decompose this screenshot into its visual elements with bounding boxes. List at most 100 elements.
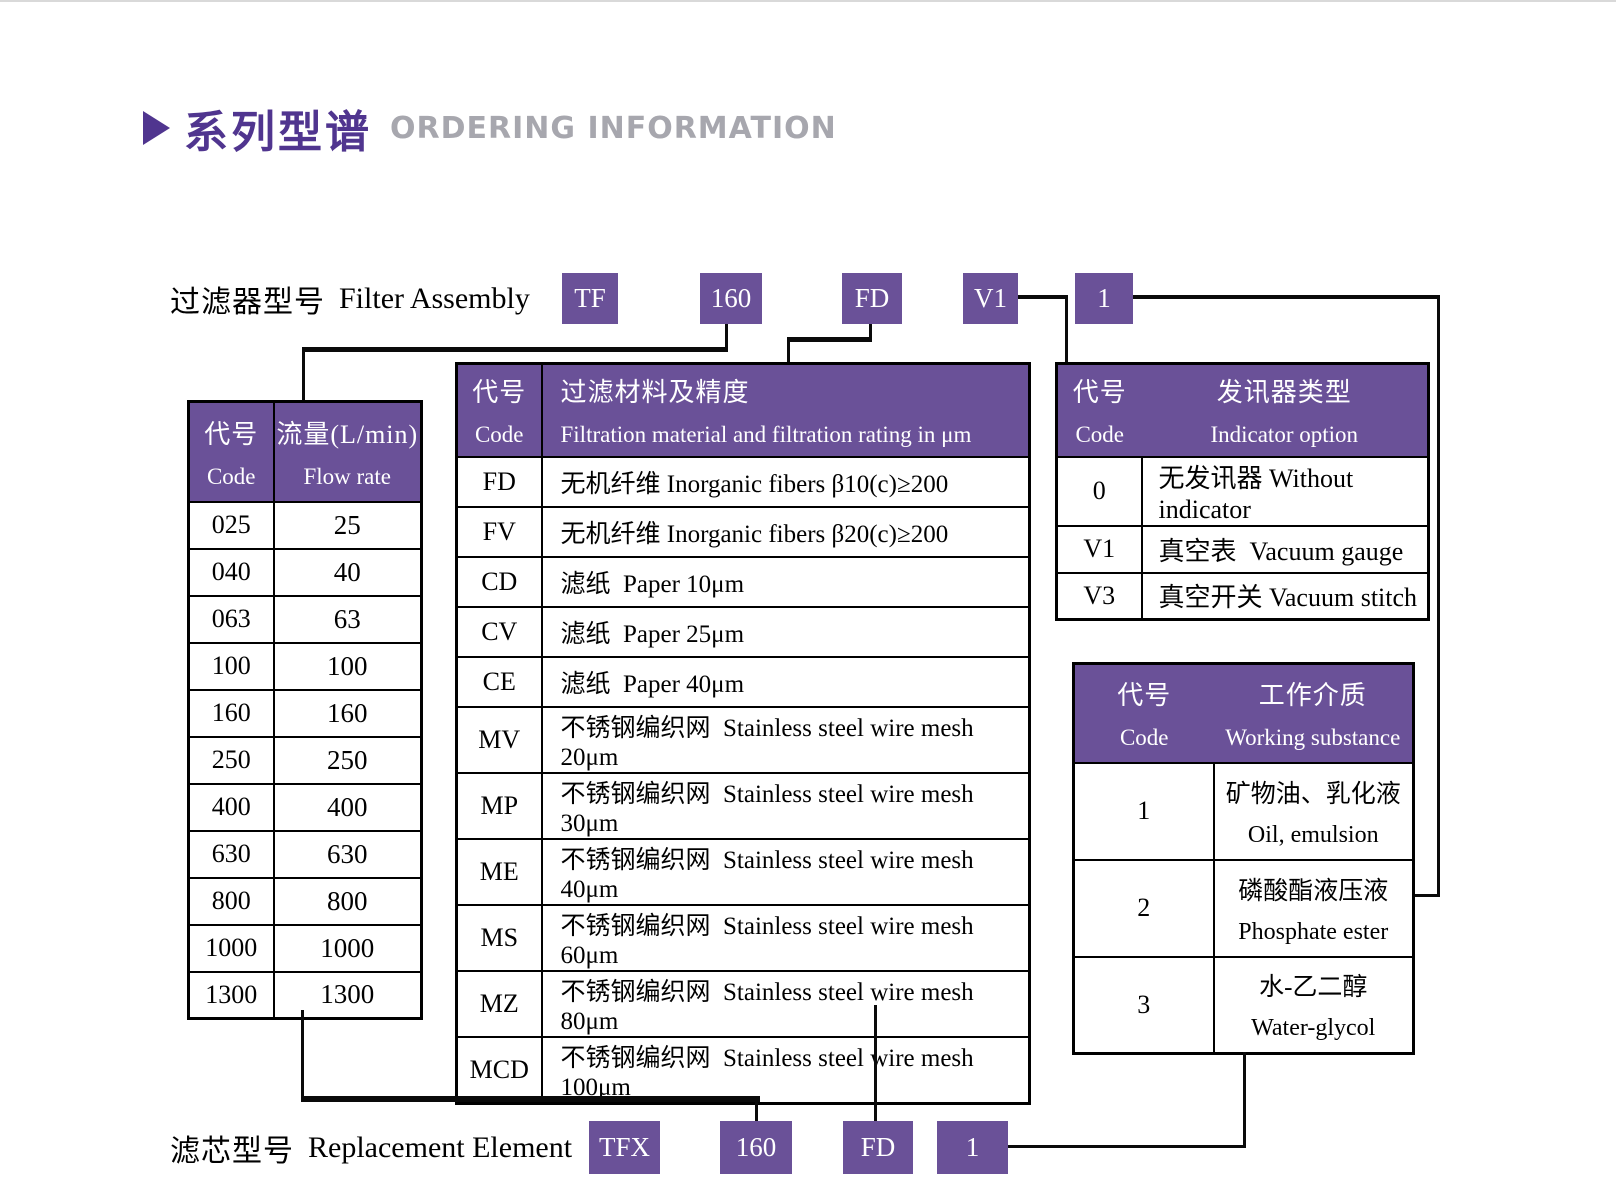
code-cell: FD [455, 455, 543, 508]
code-cell: CD [455, 555, 543, 608]
code-cell: 160 [187, 688, 275, 738]
connector-line [1412, 894, 1440, 897]
code-cell: 2 [1072, 858, 1215, 958]
code-cell: 3 [1072, 955, 1215, 1055]
table-row: 630 630 [187, 829, 423, 879]
arrow-right-icon [143, 111, 170, 145]
assembly-code-box-material: FD [842, 273, 902, 324]
title-english: ORDERING INFORMATION [390, 110, 837, 146]
table-row: CE 滤纸 Paper 40μm [455, 655, 1031, 708]
code-cell: 1300 [187, 970, 275, 1020]
code-cell: MP [455, 771, 543, 840]
value-cell: 真空表 Vacuum gauge [1140, 524, 1430, 574]
code-cell: 400 [187, 782, 275, 832]
title-chinese: 系列型谱 [184, 107, 372, 158]
code-cell: V1 [1055, 524, 1143, 574]
code-cell: 1 [1072, 761, 1215, 861]
value-cell: 水-乙二醇 Water-glycol [1212, 955, 1415, 1055]
connector-line [302, 347, 728, 352]
value-cell: 无机纤维 Inorganic fibers β20(c)≥200 [540, 505, 1031, 558]
table-row: 160 160 [187, 688, 423, 738]
value-cell: 不锈钢编织网 Stainless steel wire mesh 30μm [540, 771, 1031, 840]
replacement-element-label-zh: 滤芯型号 [170, 1134, 294, 1168]
value-cell: 滤纸 Paper 40μm [540, 655, 1031, 708]
code-cell: CV [455, 605, 543, 658]
replacement-code-box-material: FD [843, 1121, 913, 1174]
table-header-row: 代号 Code 流量(L/min) Flow rate [187, 400, 423, 503]
code-cell: MZ [455, 969, 543, 1038]
value-cell: 磷酸酯液压液 Phosphate ester [1212, 858, 1415, 958]
assembly-code-box-indicator: V1 [963, 273, 1018, 324]
code-cell: 630 [187, 829, 275, 879]
filter-assembly-label: 过滤器型号 Filter Assembly [170, 273, 530, 324]
code-cell: 1000 [187, 923, 275, 973]
indicator-option-table: 代号 Code 发讯器类型 Indicator option 0 无发讯器 Wit… [1055, 362, 1430, 621]
code-cell: ME [455, 837, 543, 906]
value-cell: 不锈钢编织网 Stainless steel wire mesh 60μm [540, 903, 1031, 972]
table-row: 1000 1000 [187, 923, 423, 973]
table-header-row: 代号 Code 发讯器类型 Indicator option [1056, 362, 1429, 458]
table-row: MCD 不锈钢编织网 Stainless steel wire mesh 100μ… [455, 1035, 1031, 1104]
replacement-element-label-en: Replacement Element [308, 1130, 573, 1164]
table-row: 063 63 [187, 594, 423, 644]
header-working-substance: 工作介质 Working substance [1213, 662, 1414, 764]
value-cell: 800 [272, 876, 423, 926]
table-row: 250 250 [187, 735, 423, 785]
value-cell: 滤纸 Paper 10μm [540, 555, 1031, 608]
replacement-element-label: 滤芯型号 Replacement Element [170, 1121, 572, 1174]
table-row: 0 无发讯器 Without indicator [1055, 455, 1430, 527]
value-cell: 真空开关 Vacuum stitch [1140, 571, 1430, 621]
header-indicator-option: 发讯器类型 Indicator option [1141, 362, 1429, 458]
table-row: ME 不锈钢编织网 Stainless steel wire mesh 40μm [455, 837, 1031, 906]
value-cell: 100 [272, 641, 423, 691]
code-cell: 040 [187, 547, 275, 597]
assembly-code-box-series: TF [562, 273, 618, 324]
connector-line [301, 1010, 304, 1100]
assembly-code-box-flow: 160 [700, 273, 762, 324]
connector-line [1437, 295, 1440, 897]
code-cell: V3 [1055, 571, 1143, 621]
table-row: 025 25 [187, 500, 423, 550]
connector-line [874, 1005, 877, 1121]
table-row: FV 无机纤维 Inorganic fibers β20(c)≥200 [455, 505, 1031, 558]
value-cell: 1000 [272, 923, 423, 973]
code-cell: 0 [1055, 455, 1143, 527]
connector-line [755, 1100, 758, 1121]
value-cell: 630 [272, 829, 423, 879]
value-cell: 1300 [272, 970, 423, 1020]
value-cell: 不锈钢编织网 Stainless steel wire mesh 100μm [540, 1035, 1031, 1104]
replacement-code-box-flow: 160 [720, 1121, 792, 1174]
page-title: 系列型谱 ORDERING INFORMATION [143, 96, 837, 160]
table-row: 1300 1300 [187, 970, 423, 1020]
header-flow-rate: 流量(L/min) Flow rate [272, 400, 423, 503]
header-code: 代号 Code [1056, 362, 1142, 458]
connector-line [301, 1096, 760, 1102]
connector-line [787, 340, 790, 362]
table-row: MS 不锈钢编织网 Stainless steel wire mesh 60μm [455, 903, 1031, 972]
filter-assembly-label-zh: 过滤器型号 [170, 285, 325, 319]
connector-line [787, 337, 872, 342]
value-cell: 不锈钢编织网 Stainless steel wire mesh 40μm [540, 837, 1031, 906]
table-row: 3 水-乙二醇 Water-glycol [1072, 955, 1415, 1055]
code-cell: 250 [187, 735, 275, 785]
header-code: 代号 Code [1073, 662, 1214, 764]
header-code: 代号 Code [455, 362, 543, 458]
table-row: MV 不锈钢编织网 Stainless steel wire mesh 20μm [455, 705, 1031, 774]
value-cell: 63 [272, 594, 423, 644]
value-cell: 160 [272, 688, 423, 738]
assembly-code-box-substance: 1 [1075, 273, 1133, 324]
table-row: V1 真空表 Vacuum gauge [1055, 524, 1430, 574]
connector-line [1008, 1145, 1246, 1148]
connector-line [1018, 295, 1068, 299]
filter-assembly-label-en: Filter Assembly [339, 281, 530, 315]
table-row: 1 矿物油、乳化液 Oil, emulsion [1072, 761, 1415, 861]
table-row: 800 800 [187, 876, 423, 926]
working-substance-table: 代号 Code 工作介质 Working substance 1 矿物油、乳化液 O… [1072, 662, 1415, 1055]
code-cell: 025 [187, 500, 275, 550]
filtration-material-table: 代号 Code 过滤材料及精度 Filtration material and … [455, 362, 1031, 1105]
value-cell: 无发讯器 Without indicator [1140, 455, 1430, 527]
table-row: CD 滤纸 Paper 10μm [455, 555, 1031, 608]
replacement-code-box-substance: 1 [937, 1121, 1008, 1174]
code-cell: FV [455, 505, 543, 558]
